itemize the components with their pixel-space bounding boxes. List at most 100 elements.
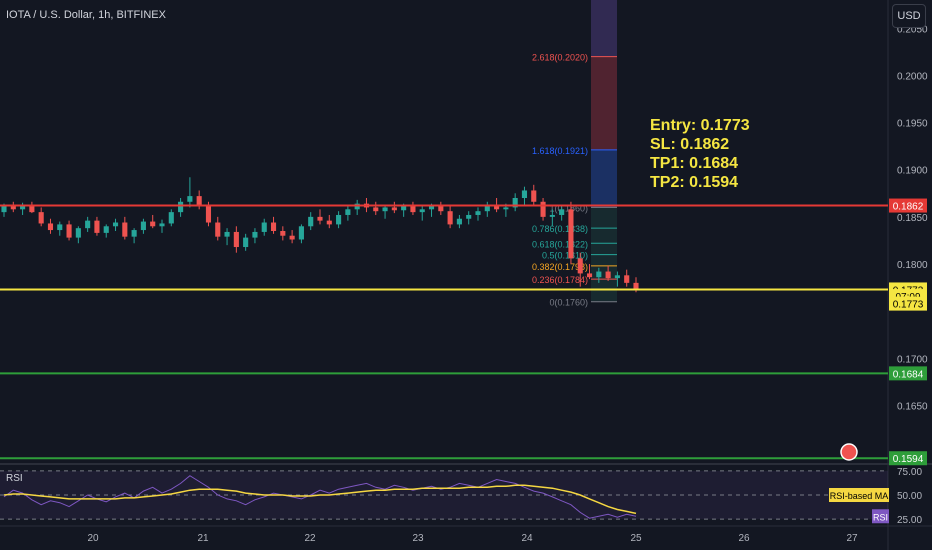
candle-body (243, 237, 249, 248)
candle-body (122, 222, 128, 237)
rsi-ma-badge (829, 488, 889, 502)
candle-body (196, 196, 202, 206)
candle-body (298, 226, 304, 240)
candle-body (512, 198, 518, 208)
candle-body (178, 201, 184, 213)
candle-body (336, 214, 342, 225)
candle-body (317, 216, 323, 221)
y-tick-label: 0.1850 (897, 213, 928, 224)
candle-body (419, 209, 425, 213)
y-tick-label: 0.1950 (897, 119, 928, 130)
y-tick-label: 0.1900 (897, 166, 928, 177)
candle-body (586, 273, 593, 278)
trade-plan-annotation: Entry: 0.1773 SL: 0.1862 TP1: 0.1684 TP2… (650, 116, 750, 192)
y-tick-label: 0.1800 (897, 260, 928, 271)
candle-body (521, 190, 528, 198)
candle-body (261, 222, 267, 232)
candle-body (614, 275, 620, 279)
y-tick-label: 0.2000 (897, 71, 928, 82)
candle-body (633, 282, 639, 290)
fib-zone-top (591, 0, 617, 57)
candle-body (447, 211, 453, 225)
alert-icon (840, 443, 858, 461)
candle-body (112, 222, 119, 227)
rsi-badge-label: RSI (873, 512, 888, 522)
candle-body (289, 235, 295, 240)
currency-button[interactable]: USD (892, 4, 926, 28)
candle-body (205, 205, 212, 223)
x-tick-label: 27 (846, 533, 858, 544)
price-marker-badge (889, 296, 927, 311)
sl-text: SL: 0.1862 (650, 136, 730, 153)
rsi-line (3, 475, 637, 519)
candle-body (466, 214, 472, 219)
price-marker-badge (889, 451, 927, 466)
fib-level-label: 0.236(0.1784) (532, 275, 588, 285)
candle-body (503, 207, 509, 210)
candle-body (38, 212, 44, 224)
candle-body (438, 206, 444, 212)
candle-body (624, 275, 630, 283)
candle-body (103, 226, 109, 233)
candle-body (577, 258, 583, 274)
candle-body (47, 223, 54, 231)
price-marker-label: 0.1773 (893, 300, 924, 311)
candle-body (85, 220, 91, 229)
symbol-title: IOTA / U.S. Dollar, 1h, BITFINEX (6, 9, 166, 21)
x-tick-label: 20 (87, 533, 99, 544)
rsi-ma-badge-label: RSI-based MA (830, 491, 889, 501)
candle-body (484, 205, 490, 212)
candle-body (252, 231, 258, 238)
tp1-text: TP1: 0.1684 (650, 155, 739, 172)
x-tick-label: 21 (197, 533, 209, 544)
candle-body (20, 206, 26, 210)
price-marker-badge (889, 366, 927, 381)
rsi-tick-label: 50.00 (897, 491, 922, 502)
fib-level-label: 0.382(0.1798) (532, 262, 588, 272)
rsi-badge (872, 509, 889, 524)
candle-body (94, 220, 100, 233)
candle-body (549, 214, 555, 217)
candle-body (1, 205, 7, 213)
candle-body (494, 205, 500, 210)
candle-body (410, 205, 416, 213)
x-tick-label: 25 (630, 533, 642, 544)
tp2-text: TP2: 0.1594 (650, 174, 739, 191)
rsi-tick-label: 25.00 (897, 515, 922, 526)
x-tick-label: 26 (738, 533, 750, 544)
price-marker-label: 0.1684 (893, 369, 924, 380)
entry-text: Entry: 0.1773 (650, 117, 750, 134)
candle-body (280, 231, 286, 236)
candle-body (401, 205, 407, 211)
candle-body (373, 207, 379, 212)
x-tick-label: 23 (412, 533, 424, 544)
candle-body (475, 211, 481, 215)
candle-body (75, 228, 81, 238)
x-tick-label: 22 (304, 533, 316, 544)
candle-body (66, 224, 72, 238)
fib-level-label: 0.618(0.1822) (532, 239, 588, 249)
candle-body (559, 209, 565, 215)
candle-body (215, 222, 221, 237)
candle-body (428, 206, 435, 210)
candle-body (224, 231, 230, 237)
candle-body (57, 224, 63, 231)
candle-body (540, 201, 546, 217)
candle-body (168, 212, 174, 224)
rsi-pane-label: RSI (6, 473, 23, 484)
price-marker-label: 0.1862 (893, 202, 924, 213)
y-tick-label: 0.1650 (897, 401, 928, 412)
candle-body (29, 206, 35, 213)
fib-level-label: 1(0.1860) (549, 203, 588, 213)
candle-body (391, 207, 397, 211)
candle-body (150, 221, 156, 227)
price-marker-badge (889, 198, 927, 213)
candle-body (596, 271, 602, 278)
fib-level-label: 0.5(0.1810) (542, 251, 588, 261)
rsi-tick-label: 75.00 (897, 467, 922, 478)
candle-body (326, 220, 332, 225)
candle-body (456, 218, 462, 225)
fib-level-label: 2.618(0.2020) (532, 53, 588, 63)
